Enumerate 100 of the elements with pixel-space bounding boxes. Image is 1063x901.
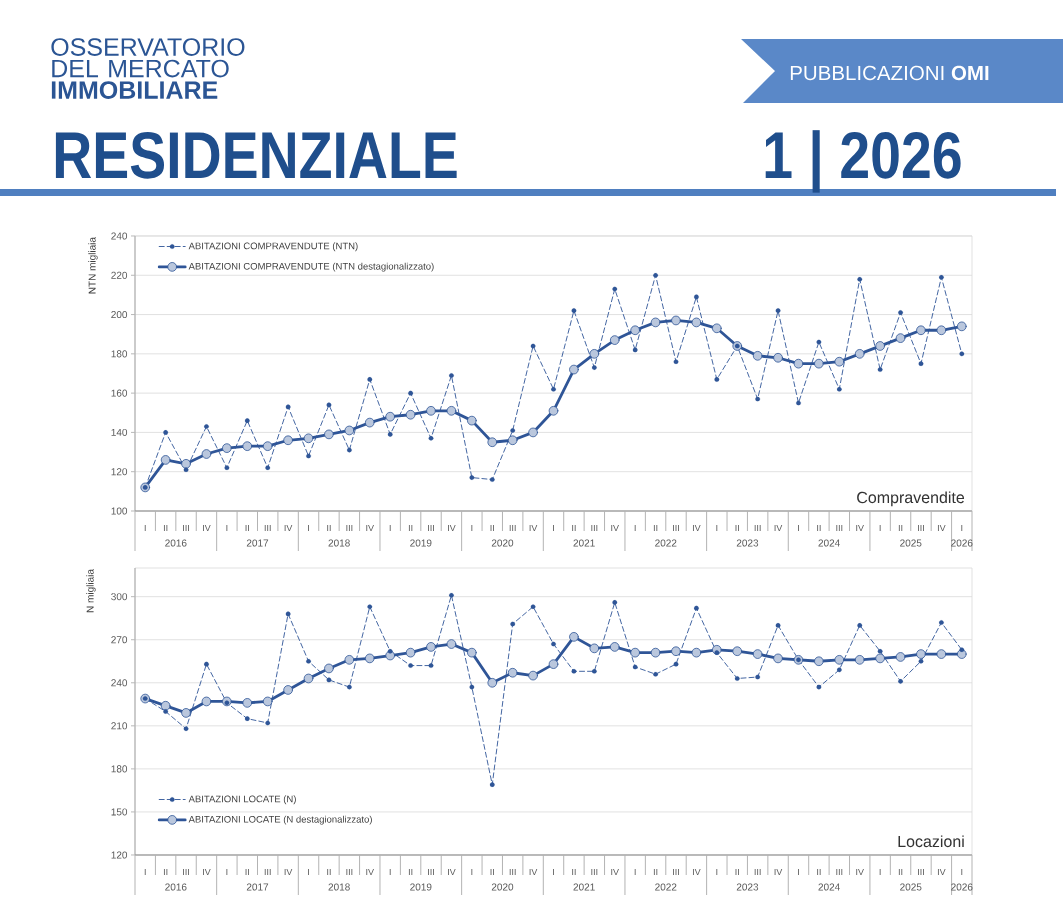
x-tick-label: IV [774,868,783,876]
x-tick-label: IV [692,868,701,876]
y-tick-label: 150 [111,808,128,816]
x-tick-label: III [509,524,516,532]
text: PUBBLICAZIONI OMI [790,65,989,81]
x-tick-label: II [898,868,903,876]
x-tick-label: II [735,524,739,532]
text: 2018 [328,539,350,547]
text: 2017 [246,539,269,547]
x-tick-label: III [428,868,434,876]
legend-label: ABITAZIONI COMPRAVENDUTE (NTN) [188,242,358,252]
text: 2025 [900,883,922,891]
x-tick-label: II [163,868,168,876]
x-tick-label: I [553,524,554,532]
x-tick-label: III [754,524,761,532]
x-tick-label: IV [529,868,538,876]
x-tick-label: II [572,868,576,876]
x-tick-label: III [836,524,843,532]
text: 2024 [818,883,840,891]
text: 2022 [655,883,677,891]
x-tick-label: IV [937,524,946,532]
text: Locazioni [898,835,964,848]
legend-label: ABITAZIONI COMPRAVENDUTE (NTN destagionalizzato) [188,262,434,272]
x-tick-label: III [918,524,924,532]
text: 2022 [655,539,677,547]
x-tick-label: II [653,868,658,876]
x-tick-label: III [264,868,271,876]
x-tick-label: II [817,524,821,532]
x-tick-label: II [408,524,413,532]
x-tick-label: III [428,524,434,532]
text: 2023 [736,539,759,547]
legend-label: ABITAZIONI LOCATE (N) [188,795,296,805]
y-tick-label: 140 [111,428,128,436]
x-tick-label: IV [448,524,456,532]
x-tick-label: II [653,524,658,532]
x-tick-label: III [264,524,271,532]
x-tick-label: II [735,868,739,876]
x-tick-label: II [408,868,413,876]
x-tick-label: II [163,524,168,532]
y-tick-label: 180 [111,765,128,773]
y-tick-label: 120 [111,468,128,476]
text: OSSERVATORIO DEL MERCATO IMMOBILIARE [51,38,245,99]
text: 2021 [573,883,595,891]
text: 2016 [165,539,187,547]
x-tick-label: I [798,868,799,876]
x-tick-label: III [183,524,189,532]
x-tick-label: I [879,524,881,532]
x-tick-label: III [673,524,679,532]
x-tick-label: III [346,524,353,532]
y-axis-title: N migliaia [86,569,96,613]
x-tick-label: II [898,524,903,532]
x-tick-label: IV [366,868,374,876]
text: 2019 [410,539,432,547]
x-tick-label: III [346,868,353,876]
x-tick-label: III [836,868,843,876]
y-tick-label: 180 [111,350,128,358]
x-tick-label: I [389,524,391,532]
text: 2017 [246,883,269,891]
x-tick-label: II [490,524,494,532]
x-tick-label: III [918,868,924,876]
x-tick-label: I [226,524,228,532]
x-tick-label: II [327,868,331,876]
x-tick-label: I [961,868,963,876]
text: 2018 [328,883,350,891]
x-tick-label: IV [284,868,293,876]
x-tick-label: IV [366,524,374,532]
text: 2024 [818,539,840,547]
x-tick-label: III [673,868,679,876]
x-tick-label: I [308,868,309,876]
x-tick-label: I [879,868,881,876]
x-tick-label: II [245,524,249,532]
x-tick-label: II [490,868,494,876]
x-tick-label: I [634,868,636,876]
x-tick-label: IV [856,524,864,532]
y-tick-label: 270 [111,636,128,644]
x-tick-label: I [389,868,391,876]
y-axis-title: NTN migliaia [88,237,98,294]
x-tick-label: III [591,524,598,532]
y-tick-label: 300 [111,593,128,601]
x-tick-label: I [226,868,228,876]
text: 2020 [491,539,514,547]
text: 2025 [900,539,922,547]
x-tick-label: III [509,868,516,876]
legend-label: ABITAZIONI LOCATE (N destagionalizzato) [188,815,372,825]
x-tick-label: IV [774,524,783,532]
text: Compravendite [857,491,965,507]
x-tick-label: I [716,524,718,532]
text: 2023 [736,883,759,891]
x-tick-label: I [961,524,963,532]
x-tick-label: I [553,868,554,876]
x-tick-label: IV [203,524,211,532]
text: 2021 [573,539,595,547]
x-tick-label: I [144,868,146,876]
text: RESIDENZIALE [55,131,457,179]
text: 2016 [165,883,187,891]
x-tick-label: IV [937,868,946,876]
x-tick-label: II [245,868,249,876]
y-tick-label: 160 [111,389,128,397]
x-tick-label: II [572,524,576,532]
x-tick-label: IV [284,524,293,532]
